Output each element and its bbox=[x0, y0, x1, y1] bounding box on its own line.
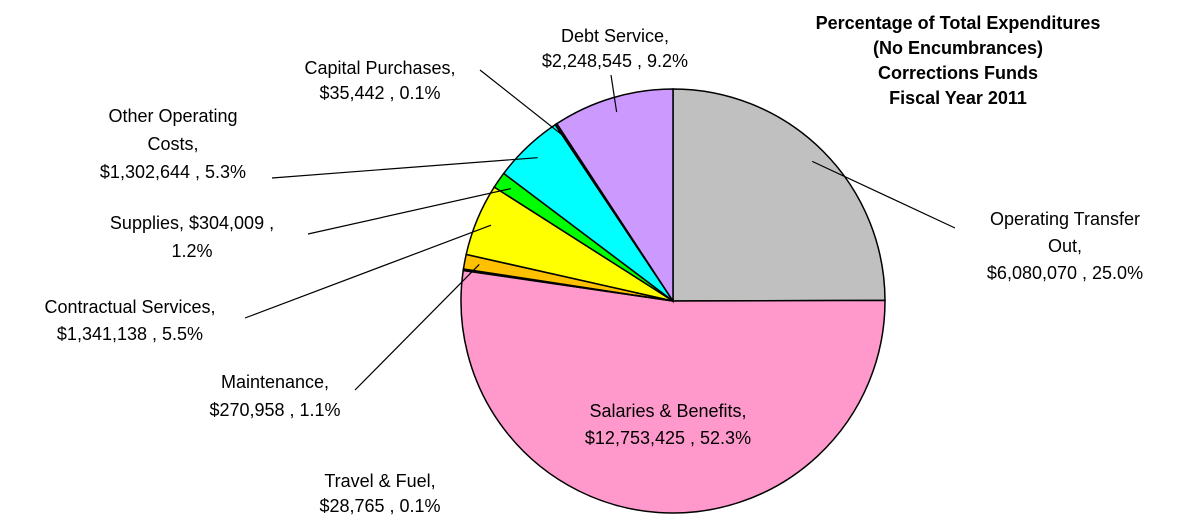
leader-line bbox=[610, 74, 618, 113]
value-label: $28,765 , bbox=[319, 496, 394, 516]
pie bbox=[460, 88, 886, 514]
slice-label: Travel & Fuel, bbox=[324, 471, 435, 491]
leader-line bbox=[307, 188, 512, 235]
slice-label: $12,753,425 , 52.3% bbox=[585, 428, 751, 448]
pie-slice bbox=[460, 269, 886, 514]
leader-line bbox=[244, 224, 492, 319]
category-label: Operating Transfer bbox=[990, 209, 1140, 229]
leader-line bbox=[479, 69, 565, 138]
pie-slice bbox=[555, 88, 674, 304]
percent-label: 9.2% bbox=[647, 51, 688, 71]
slice-label: $270,958 , 1.1% bbox=[209, 400, 340, 420]
slice-label: $6,080,070 , 25.0% bbox=[987, 263, 1143, 283]
value-label: $2,248,545 , bbox=[542, 51, 642, 71]
leader-lines bbox=[244, 69, 956, 391]
category-label: Travel & Fuel, bbox=[324, 471, 435, 491]
slice-label: $1,341,138 , 5.5% bbox=[57, 324, 203, 344]
category-label: Other Operating bbox=[108, 106, 237, 126]
percent-label: 0.1% bbox=[400, 496, 441, 516]
value-label: $1,302,644 , bbox=[100, 162, 200, 182]
chart-title: Percentage of Total Expenditures bbox=[816, 13, 1101, 33]
category-label: Costs, bbox=[147, 134, 198, 154]
slice-label: Salaries & Benefits, bbox=[589, 401, 746, 421]
slice-label: Maintenance, bbox=[221, 372, 329, 392]
category-label: Salaries & Benefits, bbox=[589, 401, 746, 421]
percent-label: 5.3% bbox=[205, 162, 246, 182]
value-label: $6,080,070 , bbox=[987, 263, 1087, 283]
percent-label: 1.1% bbox=[300, 400, 341, 420]
slice-label: Out, bbox=[1048, 236, 1082, 256]
category-label: Capital Purchases, bbox=[304, 58, 455, 78]
percent-label: 5.5% bbox=[162, 324, 203, 344]
chart-title: Corrections Funds bbox=[878, 63, 1038, 83]
leader-line bbox=[271, 157, 538, 179]
slice-label: Other Operating bbox=[108, 106, 237, 126]
percent-label: 1.2% bbox=[171, 241, 212, 261]
slice-label: $2,248,545 , 9.2% bbox=[542, 51, 688, 71]
pie-slice bbox=[672, 88, 886, 302]
slice-label: Debt Service, bbox=[561, 26, 669, 46]
slice-label: Operating Transfer bbox=[990, 209, 1140, 229]
percent-label: 25.0% bbox=[1092, 263, 1143, 283]
value-label: $1,341,138 , bbox=[57, 324, 157, 344]
chart-title: Fiscal Year 2011 bbox=[889, 88, 1027, 108]
leader-line bbox=[811, 160, 956, 229]
leader-line bbox=[354, 263, 480, 391]
slice-label: Contractual Services, bbox=[44, 297, 215, 317]
slice-label: Supplies, $304,009 , bbox=[110, 213, 274, 233]
slice-label: Capital Purchases, bbox=[304, 58, 455, 78]
slice-label: $1,302,644 , 5.3% bbox=[100, 162, 246, 182]
chart-title: (No Encumbrances) bbox=[873, 38, 1043, 58]
value-label: $35,442 , bbox=[319, 83, 394, 103]
value-label: $270,958 , bbox=[209, 400, 294, 420]
slice-labels: Operating Transfer Out, $6,080,070 , 25.0%… bbox=[44, 26, 1143, 516]
percent-label: 52.3% bbox=[700, 428, 751, 448]
slice-label: $28,765 , 0.1% bbox=[319, 496, 440, 516]
slice-label: Costs, bbox=[147, 134, 198, 154]
category-label: Debt Service, bbox=[561, 26, 669, 46]
slice-label: 1.2% bbox=[171, 241, 212, 261]
category-label: Supplies, bbox=[110, 213, 184, 233]
percent-label: 0.1% bbox=[400, 83, 441, 103]
category-label: Maintenance, bbox=[221, 372, 329, 392]
value-label: $12,753,425 , bbox=[585, 428, 695, 448]
value-label: $304,009 , bbox=[189, 213, 274, 233]
slice-label: $35,442 , 0.1% bbox=[319, 83, 440, 103]
category-label: Out, bbox=[1048, 236, 1082, 256]
category-label: Contractual Services, bbox=[44, 297, 215, 317]
